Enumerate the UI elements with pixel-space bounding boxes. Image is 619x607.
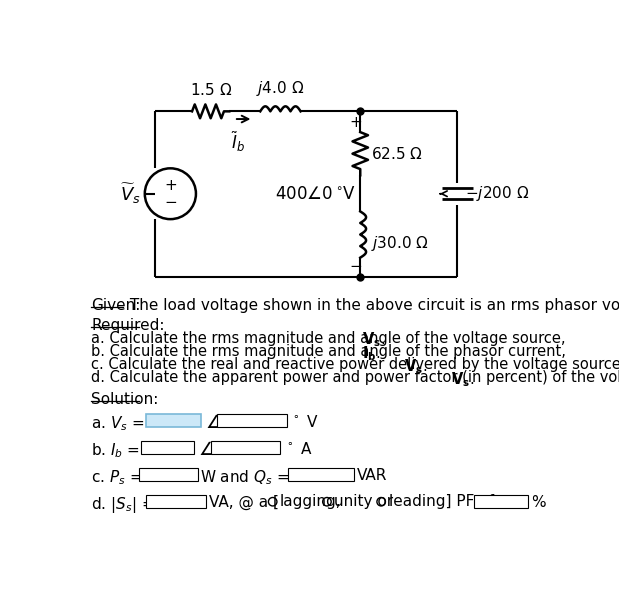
Text: $-j200\ \Omega$: $-j200\ \Omega$ [465,185,529,203]
Text: $j30.0\ \Omega$: $j30.0\ \Omega$ [371,234,429,253]
Text: leading] PF of: leading] PF of [389,494,493,509]
Text: c. Calculate the real and reactive power delivered by the voltage source,: c. Calculate the real and reactive power… [92,357,619,372]
Bar [139,468,197,481]
Bar [141,441,194,454]
Text: $\angle$: $\angle$ [197,441,214,459]
Text: Required:: Required: [92,317,165,333]
Text: W and $Q_s$ =: W and $Q_s$ = [200,468,289,487]
Text: $\mathbf{V_s}$.: $\mathbf{V_s}$. [451,370,474,388]
Text: $j4.0\ \Omega$: $j4.0\ \Omega$ [256,80,305,98]
Text: +: + [164,178,177,193]
Bar [145,414,201,427]
Text: $^\circ$ A: $^\circ$ A [284,441,312,457]
Text: b. $I_b$ =: b. $I_b$ = [92,441,141,459]
Text: $\mathbf{V_s}$.: $\mathbf{V_s}$. [404,357,428,376]
Text: c. $P_s$ =: c. $P_s$ = [92,468,142,487]
Text: d. $|S_s|$ =: d. $|S_s|$ = [92,495,155,515]
Text: d. Calculate the apparent power and power factor (in percent) of the voltage sou: d. Calculate the apparent power and powe… [92,370,619,385]
Text: %: % [532,495,546,510]
Text: $\widetilde{I}_b$: $\widetilde{I}_b$ [231,130,245,154]
Text: $^\circ$ V: $^\circ$ V [290,414,318,430]
Text: −: − [349,259,362,274]
Text: $\mathbf{I_b}$.: $\mathbf{I_b}$. [362,344,381,362]
Bar [474,495,529,508]
Text: unity or: unity or [334,494,394,509]
Text: $\mathbf{V_s}$.: $\mathbf{V_s}$. [362,331,385,350]
Text: −: − [164,195,177,211]
Text: lagging,: lagging, [280,494,342,509]
Bar [288,468,354,481]
Bar [210,441,280,454]
Text: +: + [349,115,362,130]
Text: $\widetilde{V}_s$: $\widetilde{V}_s$ [119,181,141,206]
Text: VAR: VAR [357,468,387,483]
Text: $1.5\ \Omega$: $1.5\ \Omega$ [189,83,232,98]
Text: a. Calculate the rms magnitude and angle of the voltage source,: a. Calculate the rms magnitude and angle… [92,331,571,346]
Text: VA, @ a [: VA, @ a [ [209,495,279,510]
Text: Solution:: Solution: [92,392,158,407]
Text: a. $V_s$ =: a. $V_s$ = [92,414,145,433]
Bar [217,414,287,427]
Text: $62.5\ \Omega$: $62.5\ \Omega$ [371,146,423,161]
Text: b. Calculate the rms magnitude and angle of the phasor current,: b. Calculate the rms magnitude and angle… [92,344,571,359]
Text: The load voltage shown in the above circuit is an rms phasor voltage.: The load voltage shown in the above circ… [124,297,619,313]
Text: Given:: Given: [92,297,141,313]
Text: $\angle$: $\angle$ [206,414,222,432]
Bar [145,495,206,508]
Text: $400\angle 0\,^{\circ}\mathrm{V}$: $400\angle 0\,^{\circ}\mathrm{V}$ [275,185,356,203]
